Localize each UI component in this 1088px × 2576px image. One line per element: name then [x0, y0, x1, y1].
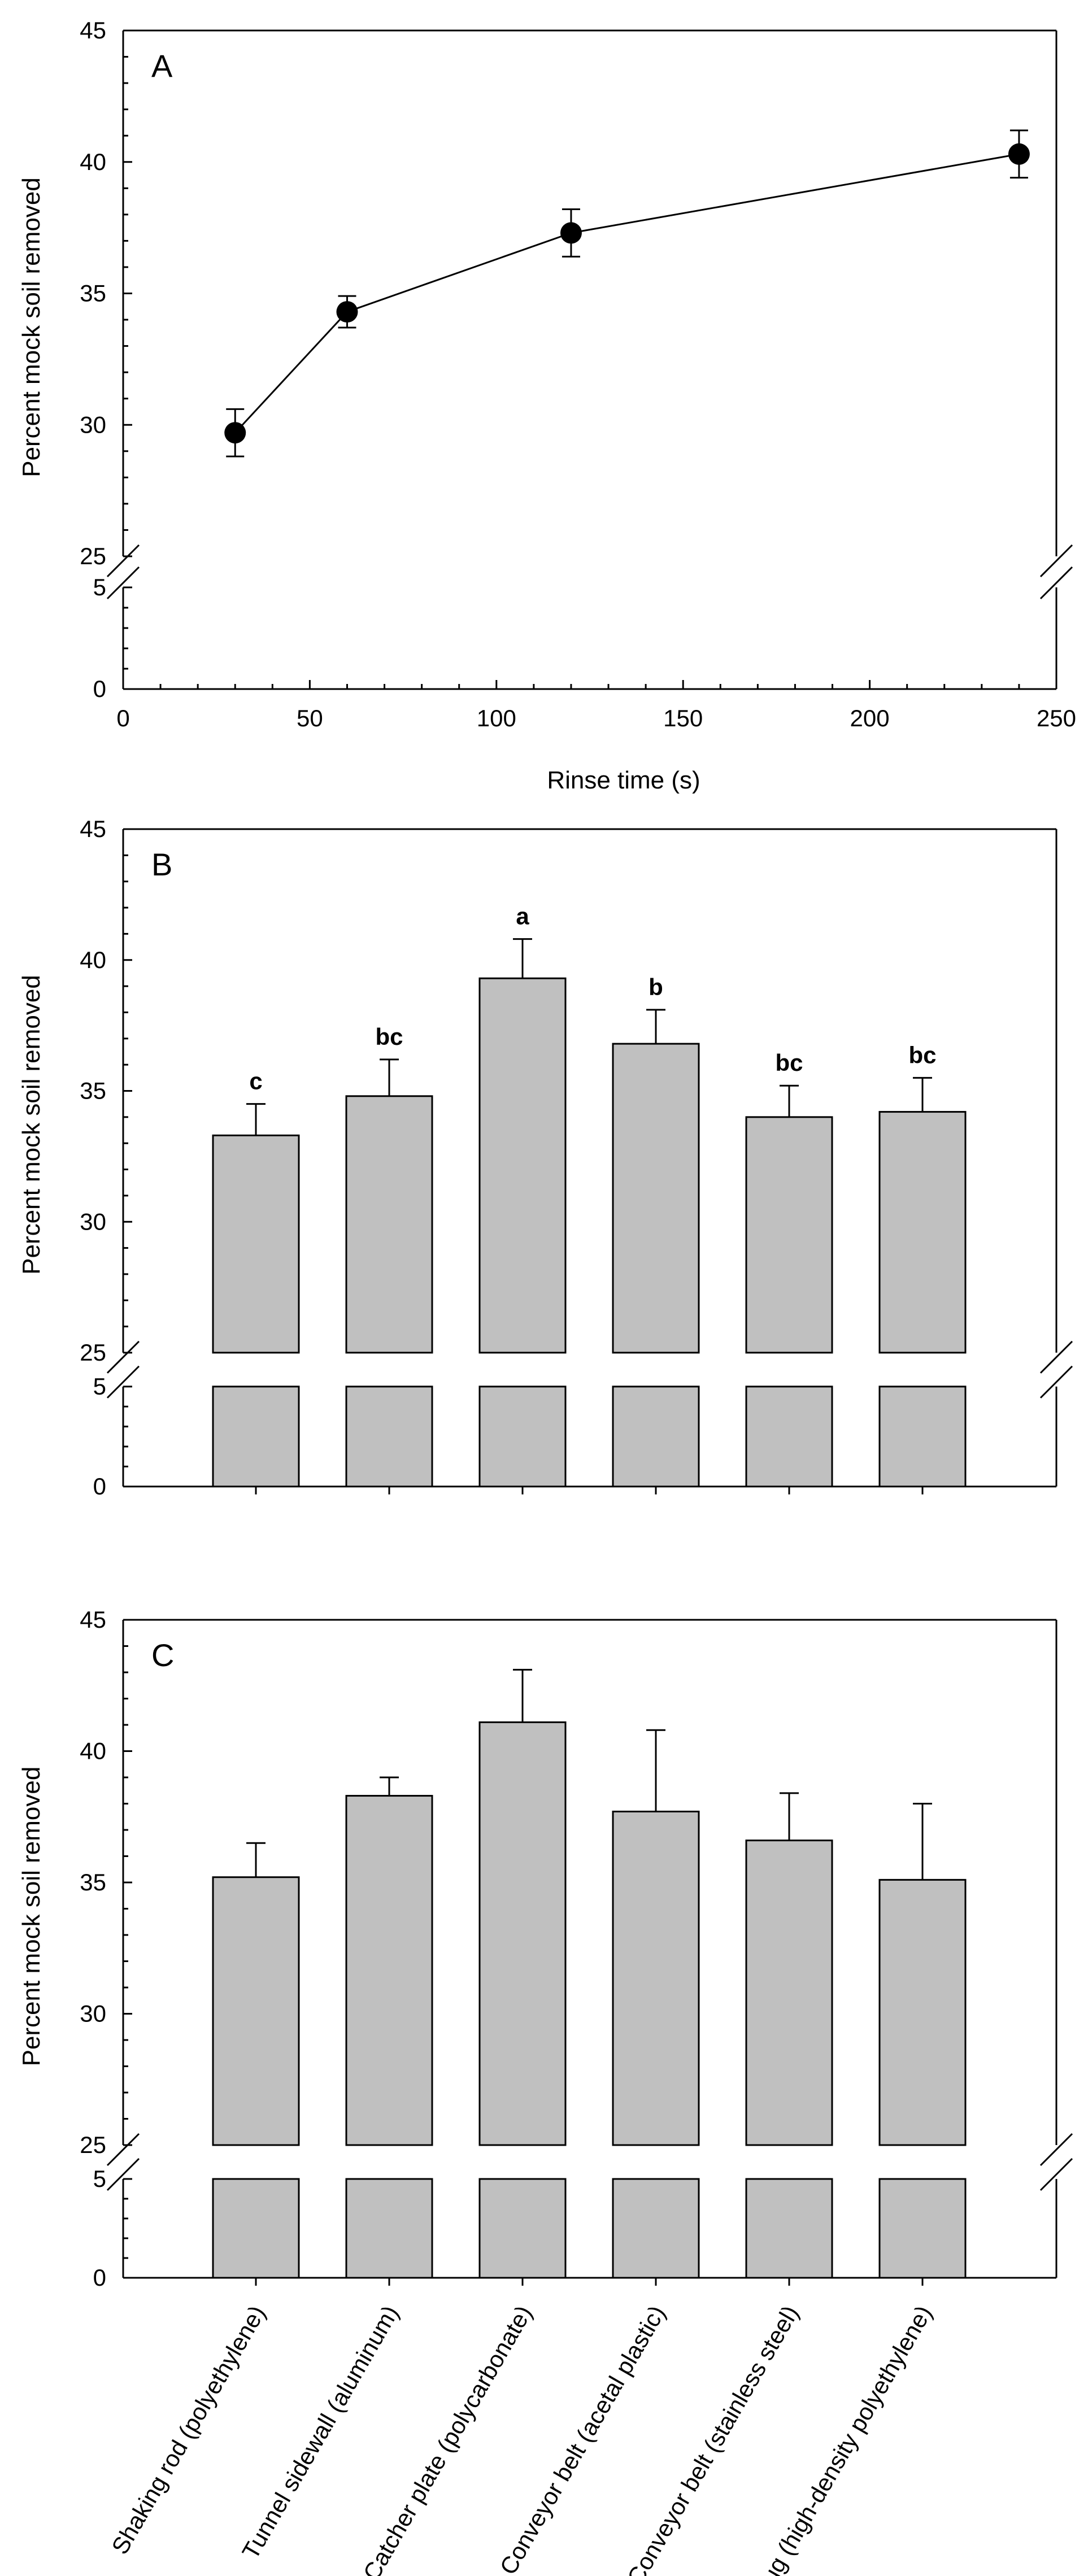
series-line: [234, 153, 1020, 434]
bar: [478, 1385, 567, 1488]
y-tick-label: 25: [80, 543, 106, 569]
y-tick-label: 45: [80, 17, 106, 43]
bar: [478, 2178, 567, 2279]
y-tick-label: 45: [80, 816, 106, 842]
y-tick-label: 45: [80, 1606, 106, 1633]
bar: [212, 1876, 300, 2146]
x-tick-label: 0: [116, 705, 129, 731]
data-point: [336, 301, 358, 323]
y-tick-label: 40: [80, 947, 106, 973]
bar: [612, 1043, 700, 1354]
bar: [745, 1116, 833, 1354]
x-tick-label: 150: [663, 705, 703, 731]
bar: [878, 1385, 967, 1488]
axis-break-mark: [106, 1340, 140, 1374]
bar: [878, 1111, 967, 1354]
bar: [612, 2178, 700, 2279]
panel-label: C: [151, 1637, 174, 1673]
y-axis-title: Percent mock soil removed: [18, 177, 45, 477]
y-tick-label: 25: [80, 1339, 106, 1366]
bar: [745, 1385, 833, 1488]
significance-letter: bc: [775, 1049, 803, 1076]
bar: [745, 1840, 833, 2146]
axis-break-mark: [1039, 1340, 1073, 1374]
y-tick-label: 35: [80, 1078, 106, 1104]
y-tick-label: 0: [93, 2264, 106, 2291]
data-point: [224, 422, 246, 444]
y-tick-label: 25: [80, 2132, 106, 2158]
y-axis-title: Percent mock soil removed: [18, 1767, 45, 2067]
bar: [745, 2178, 833, 2279]
bar: [878, 1878, 967, 2146]
data-point: [1008, 143, 1030, 165]
y-tick-label: 30: [80, 1208, 106, 1235]
bar: [345, 1385, 433, 1488]
category-label: Tunnel sidewall (aluminum): [237, 2301, 404, 2564]
y-tick-label: 40: [80, 1738, 106, 1764]
y-tick-label: 30: [80, 411, 106, 438]
x-tick-label: 200: [850, 705, 890, 731]
y-tick-label: 30: [80, 2000, 106, 2027]
category-label: Shaking rod (polyethylene): [106, 2301, 271, 2558]
bar: [212, 1385, 300, 1488]
data-point: [560, 222, 582, 244]
axis-break-mark: [1039, 566, 1073, 600]
bar: [345, 2178, 433, 2279]
bar: [345, 1795, 433, 2146]
bar: [212, 2178, 300, 2279]
axis-break-mark: [1039, 2157, 1073, 2191]
y-tick-label: 5: [93, 1373, 106, 1400]
significance-letter: c: [249, 1068, 262, 1095]
x-tick-label: 50: [297, 705, 323, 731]
bar: [212, 1134, 300, 1354]
axis-break-mark: [106, 2133, 140, 2167]
significance-letter: bc: [908, 1041, 936, 1068]
bar: [612, 1810, 700, 2146]
panel-label: B: [151, 847, 172, 882]
y-tick-label: 5: [93, 574, 106, 600]
bar: [878, 2178, 967, 2279]
x-axis-title: Rinse time (s): [547, 766, 700, 794]
y-tick-label: 35: [80, 280, 106, 307]
bar: [345, 1095, 433, 1354]
axis-break-mark: [1039, 2133, 1073, 2167]
x-tick-label: 100: [477, 705, 516, 731]
bar: [612, 1385, 700, 1488]
bar: [478, 977, 567, 1354]
axis-break-mark: [1039, 544, 1073, 578]
axis-break-mark: [106, 2157, 140, 2191]
axis-break-mark: [106, 544, 140, 578]
axis-break-mark: [1039, 1365, 1073, 1399]
x-tick-label: 250: [1037, 705, 1076, 731]
significance-letter: bc: [375, 1023, 403, 1050]
y-tick-label: 35: [80, 1869, 106, 1895]
panel-label: A: [151, 48, 173, 84]
bar: [478, 1721, 567, 2146]
y-tick-label: 0: [93, 675, 106, 702]
axis-break-mark: [106, 1365, 140, 1399]
significance-letter: a: [516, 903, 529, 930]
y-tick-label: 5: [93, 2165, 106, 2192]
y-tick-label: 0: [93, 1473, 106, 1500]
axis-break-mark: [106, 566, 140, 600]
significance-letter: b: [649, 974, 663, 1000]
y-tick-label: 40: [80, 149, 106, 175]
y-axis-title: Percent mock soil removed: [18, 975, 45, 1275]
